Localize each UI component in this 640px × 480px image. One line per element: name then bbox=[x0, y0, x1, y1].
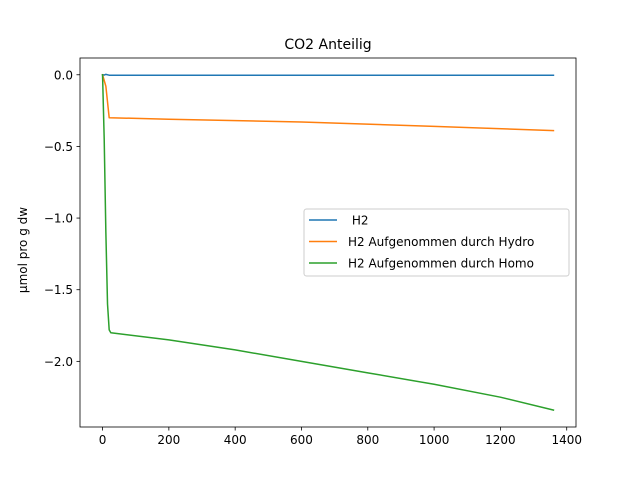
x-tick-label: 600 bbox=[290, 433, 313, 447]
plot-area: 0 200 400 600 800 1000 1200 1400 0.0 −0.5 −1.0 −1.5… bbox=[44, 57, 582, 447]
x-tick-label: 400 bbox=[224, 433, 247, 447]
y-tick-label: −1.5 bbox=[44, 283, 73, 297]
x-tick-label: 0 bbox=[99, 433, 107, 447]
y-tick-label: −1.0 bbox=[44, 212, 73, 226]
chart-title: CO2 Anteilig bbox=[284, 37, 371, 53]
legend-box bbox=[303, 208, 570, 277]
x-tick-label: 1200 bbox=[485, 433, 516, 447]
x-tick-label: 1000 bbox=[419, 433, 450, 447]
y-axis-label: µmol pro g dw bbox=[16, 207, 30, 293]
y-tick-label: −2.0 bbox=[44, 355, 73, 369]
series-line-1 bbox=[101, 73, 555, 76]
y-tick-label: −0.5 bbox=[44, 140, 73, 154]
legend-label-1: H2 bbox=[348, 214, 368, 228]
x-tick-label: 800 bbox=[356, 433, 379, 447]
x-tick-label: 1400 bbox=[551, 433, 582, 447]
x-tick-label: 200 bbox=[157, 433, 180, 447]
series-line-2 bbox=[101, 73, 555, 132]
series-line-3 bbox=[101, 74, 555, 411]
legend-label-3: H2 Aufgenommen durch Homo bbox=[348, 257, 534, 271]
y-tick-label: 0.0 bbox=[54, 68, 73, 82]
legend: H2 H2 Aufgenommen durch Hydro H2 Aufgenomm… bbox=[303, 208, 570, 277]
axes-frame bbox=[79, 57, 577, 428]
legend-label-2: H2 Aufgenommen durch Hydro bbox=[348, 235, 534, 249]
